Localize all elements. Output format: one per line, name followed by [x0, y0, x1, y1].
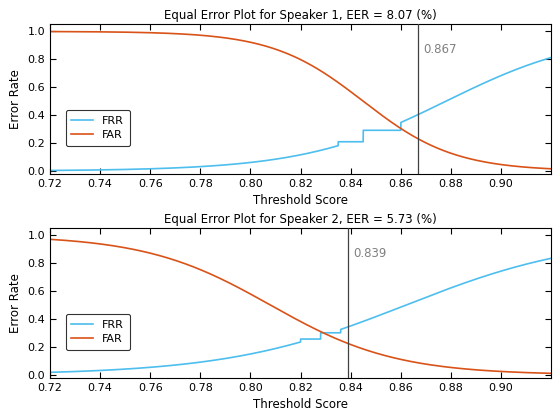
FRR [46, 168, 53, 173]
Text: 0.867: 0.867 [423, 43, 457, 56]
Legend: FRR, FAR: FRR, FAR [66, 314, 130, 350]
FRR [134, 366, 141, 371]
FAR [104, 242, 110, 247]
FRR [538, 58, 545, 63]
FAR [239, 287, 245, 292]
FAR [46, 29, 53, 34]
Title: Equal Error Plot for Speaker 2, EER = 5.73 (%): Equal Error Plot for Speaker 2, EER = 5.… [164, 213, 437, 226]
FRR [239, 353, 245, 358]
FRR [260, 349, 267, 354]
FRR [104, 368, 110, 373]
FAR [538, 370, 545, 375]
FRR [46, 370, 53, 375]
FRR [239, 161, 245, 166]
FAR [239, 38, 245, 43]
FAR [104, 29, 110, 34]
FRR [548, 256, 554, 261]
FRR [134, 167, 141, 172]
Line: FRR: FRR [50, 258, 551, 373]
Legend: FRR, FAR: FRR, FAR [66, 110, 130, 146]
FRR [260, 158, 267, 163]
Text: 0.839: 0.839 [353, 247, 386, 260]
FAR [484, 160, 491, 165]
FAR [134, 30, 141, 35]
X-axis label: Threshold Score: Threshold Score [253, 398, 348, 411]
FAR [538, 166, 545, 171]
FRR [484, 273, 491, 278]
Line: FAR: FAR [50, 32, 551, 169]
Line: FRR: FRR [50, 58, 551, 171]
FAR [134, 247, 141, 252]
FAR [260, 299, 267, 304]
FAR [548, 166, 554, 171]
FRR [484, 79, 491, 84]
FRR [104, 167, 110, 172]
Y-axis label: Error Rate: Error Rate [9, 69, 22, 129]
FAR [46, 237, 53, 242]
FRR [538, 258, 545, 263]
FAR [548, 371, 554, 376]
FRR [548, 55, 554, 60]
Title: Equal Error Plot for Speaker 1, EER = 8.07 (%): Equal Error Plot for Speaker 1, EER = 8.… [164, 9, 437, 22]
X-axis label: Threshold Score: Threshold Score [253, 194, 348, 207]
FAR [260, 43, 267, 48]
Line: FAR: FAR [50, 239, 551, 373]
Y-axis label: Error Rate: Error Rate [9, 273, 22, 333]
FAR [484, 368, 491, 373]
